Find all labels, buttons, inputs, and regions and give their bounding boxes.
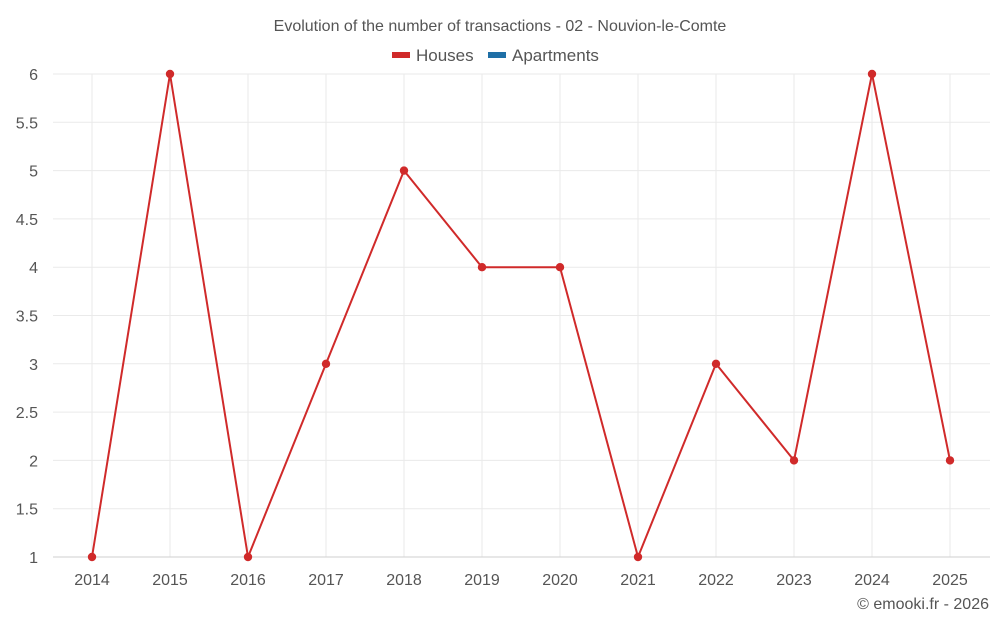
- x-tick-label: 2017: [308, 572, 344, 589]
- y-tick-label: 2: [29, 453, 38, 470]
- legend-swatch-houses: [392, 52, 410, 58]
- x-tick-label: 2014: [74, 572, 110, 589]
- data-point[interactable]: [243, 552, 253, 562]
- legend: Houses Apartments: [392, 46, 599, 65]
- legend-label-houses: Houses: [416, 46, 474, 65]
- x-tick-label: 2021: [620, 572, 656, 589]
- x-tick-label: 2016: [230, 572, 266, 589]
- x-tick-label: 2025: [932, 572, 968, 589]
- data-point[interactable]: [711, 359, 721, 368]
- data-point[interactable]: [789, 456, 799, 465]
- data-point[interactable]: [867, 69, 877, 79]
- y-tick-label: 1.5: [16, 502, 38, 519]
- y-tick-label: 5: [29, 164, 38, 181]
- series-line-houses: [91, 73, 951, 558]
- x-tick-label: 2020: [542, 572, 578, 589]
- y-tick-label: 1: [29, 550, 38, 567]
- x-tick-label: 2024: [854, 572, 890, 589]
- y-tick-label: 3.5: [16, 309, 38, 326]
- legend-label-apartments: Apartments: [512, 46, 599, 65]
- data-point[interactable]: [945, 456, 955, 465]
- legend-item-houses[interactable]: Houses: [392, 46, 474, 65]
- y-tick-label: 4.5: [16, 212, 38, 229]
- data-point[interactable]: [399, 166, 409, 175]
- x-tick-label: 2019: [464, 572, 500, 589]
- x-axis: 2014 2015 2016 2017 2018 2019 2020 2021 2022 2023…: [53, 556, 990, 589]
- data-point[interactable]: [633, 552, 643, 562]
- x-tick-label: 2015: [152, 572, 188, 589]
- grid-lines: [53, 73, 990, 558]
- y-tick-label: 6: [29, 67, 38, 84]
- y-tick-label: 5.5: [16, 115, 38, 132]
- y-tick-label: 3: [29, 357, 38, 374]
- legend-swatch-apartments: [488, 52, 506, 58]
- x-tick-label: 2022: [698, 572, 734, 589]
- data-point[interactable]: [87, 552, 97, 562]
- x-tick-label: 2023: [776, 572, 812, 589]
- y-tick-label: 2.5: [16, 405, 38, 422]
- legend-item-apartments[interactable]: Apartments: [488, 46, 599, 65]
- x-tick-label: 2018: [386, 572, 422, 589]
- credit-text: © emooki.fr - 2026: [857, 596, 989, 613]
- data-point[interactable]: [165, 69, 175, 79]
- y-axis: 1 1.5 2 2.5 3 3.5 4 4.5 5 5.5 6: [16, 67, 38, 567]
- data-point[interactable]: [555, 263, 565, 272]
- data-point[interactable]: [321, 359, 331, 368]
- series-layer: [87, 69, 955, 562]
- data-point[interactable]: [477, 263, 487, 272]
- y-tick-label: 4: [29, 260, 38, 277]
- chart-title: Evolution of the number of transactions …: [274, 18, 727, 35]
